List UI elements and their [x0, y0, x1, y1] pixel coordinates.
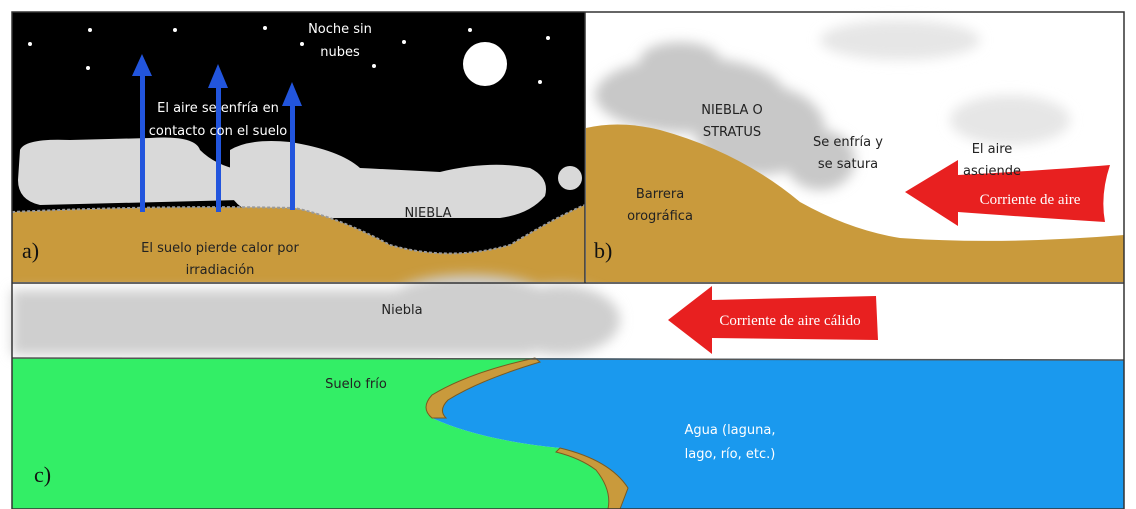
- fog-c-text: Niebla: [381, 303, 422, 318]
- air-current-text: Corriente de aire: [980, 192, 1081, 208]
- air-cools-text-1: El aire se enfría en: [157, 101, 279, 116]
- rises-text-1: El aire: [972, 142, 1013, 157]
- orographic-barrier: [586, 124, 1124, 282]
- saturates-text-1: Se enfría y: [813, 135, 883, 150]
- fog-a: [18, 137, 582, 218]
- barrier-text-1: Barrera: [636, 187, 684, 202]
- stratus-text-1: NIEBLA O: [701, 103, 763, 118]
- shore-upper: [425, 357, 542, 419]
- stratus-cloud: [595, 42, 855, 190]
- fog-c: [12, 275, 620, 355]
- warm-air-current-text: Corriente de aire cálido: [719, 313, 860, 329]
- fog-a-text: NIEBLA: [404, 206, 451, 221]
- ground-a: [12, 205, 585, 282]
- sky-text-2: nubes: [320, 45, 360, 60]
- air-current-arrow: [905, 160, 1110, 226]
- cold-ground-text: Suelo frío: [325, 377, 387, 392]
- shore-lower: [555, 447, 629, 509]
- ground-a-text-1: El suelo pierde calor por: [141, 241, 299, 256]
- panel-borders: [11, 11, 1125, 509]
- sky-text-1: Noche sin: [308, 22, 372, 37]
- moon: [463, 42, 507, 86]
- stratus-text-2: STRATUS: [703, 125, 761, 140]
- air-cools-text-2: contacto con el suelo: [149, 124, 288, 139]
- cold-ground: [12, 358, 628, 509]
- panel-b: Corriente de aire NIEBLA O STRATUS Se en…: [586, 12, 1124, 282]
- panel-a-label: a): [22, 238, 39, 263]
- water-text-1: Agua (laguna,: [685, 423, 776, 438]
- stars: [28, 26, 550, 84]
- barrier-text-2: orográfica: [627, 209, 693, 224]
- heat-loss-arrows: [132, 54, 302, 212]
- saturates-text-2: se satura: [818, 157, 878, 172]
- panel-b-label: b): [594, 238, 612, 263]
- water-text-2: lago, río, etc.): [685, 447, 776, 462]
- ground-a-text-2: irradiación: [186, 263, 255, 278]
- panel-a: Noche sin nubes El aire se enfría en con…: [11, 12, 586, 282]
- rises-text-2: asciende: [963, 164, 1021, 179]
- warm-air-current-arrow: [668, 286, 878, 354]
- water: [426, 358, 1124, 509]
- panel-c: Corriente de aire cálido Niebla Suelo fr…: [11, 275, 1125, 509]
- panel-c-label: c): [34, 462, 51, 487]
